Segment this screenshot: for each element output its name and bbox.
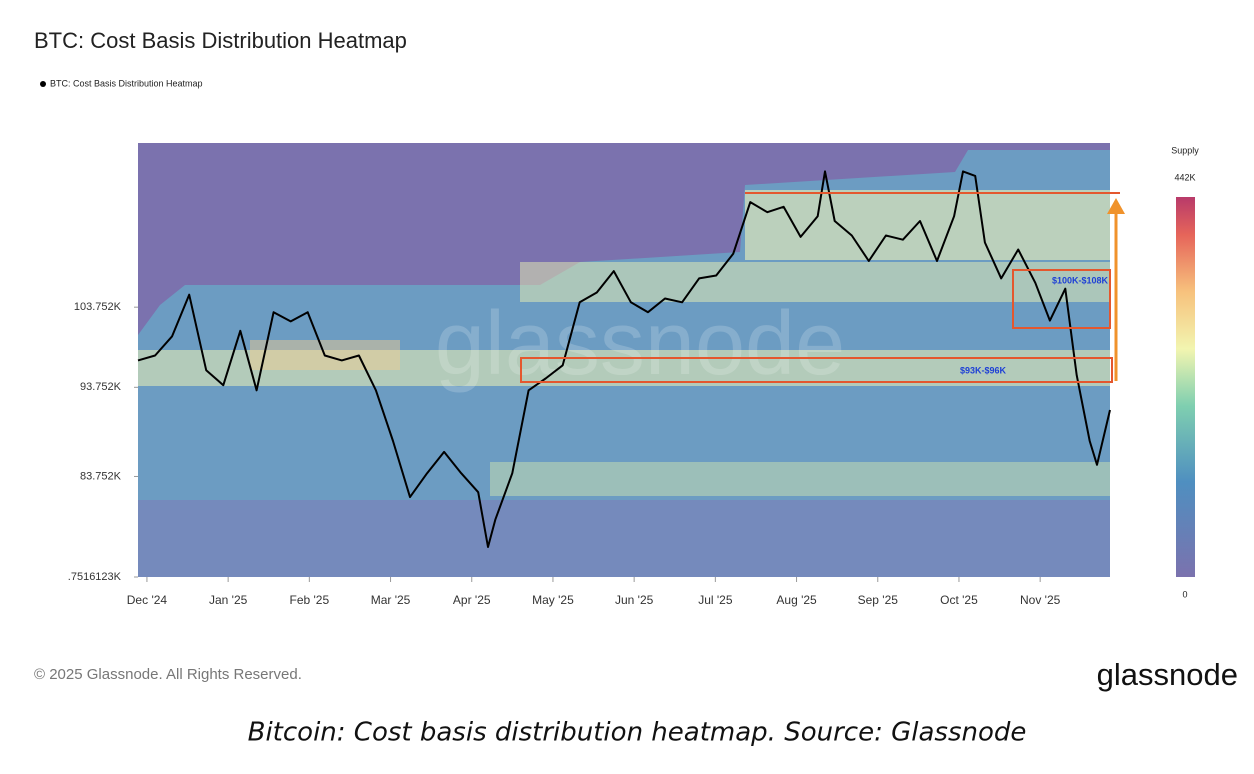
price-line [137,170,1111,548]
x-tick-label: Jul '25 [698,593,733,607]
x-tick-label: Jun '25 [615,593,654,607]
colorbar-tick-label: 0 [1182,589,1187,599]
arrow-head [1107,198,1125,214]
heatmap: glassnode [138,143,1110,577]
copyright: © 2025 Glassnode. All Rights Reserved. [34,666,302,683]
colorbar-tick-label: 442K [1174,172,1195,182]
annotation: $100K-$108K [1052,275,1109,285]
x-tick-label: Apr '25 [453,593,491,607]
highlight-box [1012,269,1111,329]
chart-title: BTC: Cost Basis Distribution Heatmap [34,28,407,53]
x-tick-label: Nov '25 [1020,593,1061,607]
x-tick-label: Feb '25 [290,593,330,607]
legend-label: BTC: Cost Basis Distribution Heatmap [50,78,203,88]
x-tick-label: Dec '24 [127,593,168,607]
logo: glassnode [1097,657,1238,692]
legend-marker [40,81,46,87]
highlight-box [520,357,1113,383]
x-tick-label: Oct '25 [940,593,978,607]
y-tick-label: .7516123K [68,571,122,583]
x-tick-label: May '25 [532,593,574,607]
x-tick-label: Jan '25 [209,593,248,607]
x-tick-label: Mar '25 [371,593,411,607]
caption: Bitcoin: Cost basis distribution heatmap… [248,718,1027,748]
y-tick-label: 103.752K [74,301,122,313]
colorbar [1176,197,1195,577]
x-tick-label: Aug '25 [776,593,817,607]
y-tick-label: 93.752K [80,381,122,393]
x-tick-label: Sep '25 [858,593,899,607]
annotation: $93K-$96K [960,365,1007,375]
colorbar-title: Supply [1171,145,1199,155]
watermark: glassnode [435,294,845,394]
y-tick-label: 83.752K [80,470,122,482]
